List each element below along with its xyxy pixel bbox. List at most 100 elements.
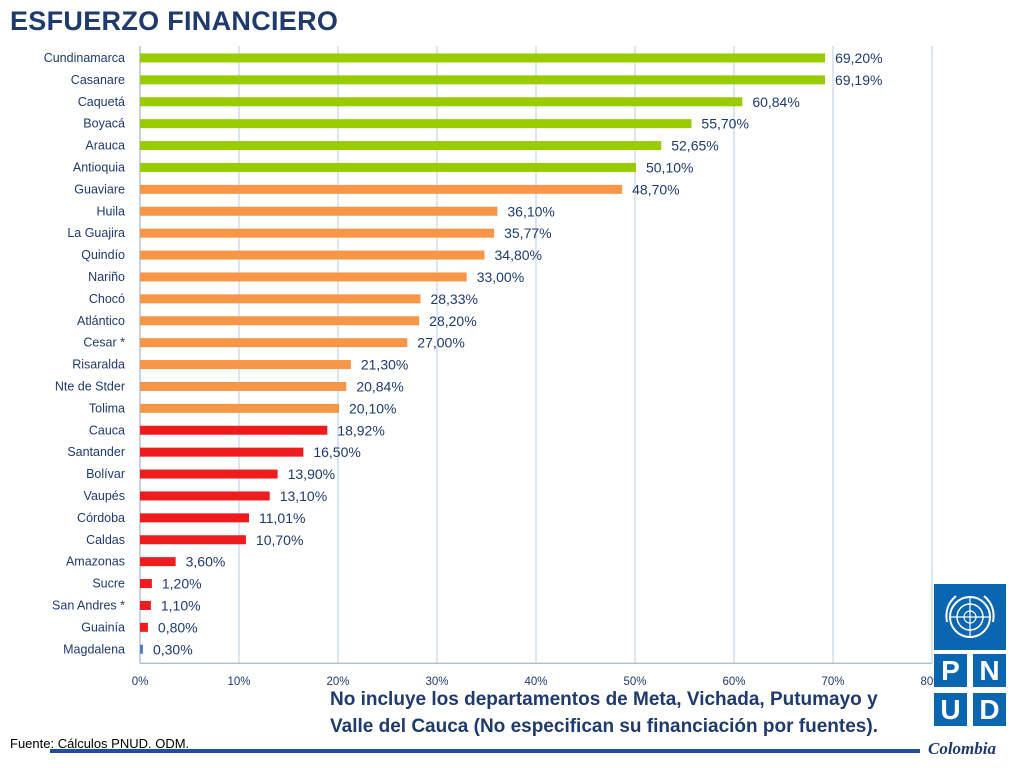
bar xyxy=(140,535,246,545)
category-label: Sucre xyxy=(92,577,125,591)
bar xyxy=(140,53,826,63)
category-label: Magdalena xyxy=(63,642,125,656)
category-label: Guainía xyxy=(81,620,125,634)
bar xyxy=(140,250,485,260)
data-label: 20,10% xyxy=(349,400,396,416)
bar xyxy=(140,75,825,85)
data-label: 35,77% xyxy=(504,225,551,241)
category-label: Caquetá xyxy=(78,95,125,109)
data-label: 36,10% xyxy=(507,203,554,219)
category-label: Risaralda xyxy=(72,358,125,372)
data-label: 10,70% xyxy=(256,532,303,548)
bar xyxy=(140,294,421,304)
x-tick-label: 60% xyxy=(722,676,745,688)
category-label: Arauca xyxy=(85,139,125,153)
bar xyxy=(140,579,152,589)
data-label: 0,80% xyxy=(158,619,198,635)
category-label: Cesar * xyxy=(83,336,125,350)
category-label: San Andres * xyxy=(52,598,125,612)
category-label: Vaupés xyxy=(84,489,125,503)
category-label: Nte de Stder xyxy=(55,379,125,393)
bar xyxy=(140,97,743,107)
category-label: Quindío xyxy=(81,248,125,262)
data-label: 1,10% xyxy=(161,597,201,613)
x-tick-label: 10% xyxy=(227,676,250,688)
data-label: 16,50% xyxy=(313,444,360,460)
data-label: 28,33% xyxy=(430,291,477,307)
bar xyxy=(140,557,176,567)
category-label: Guaviare xyxy=(74,182,125,196)
category-label: Córdoba xyxy=(77,511,125,525)
chart-title: ESFUERZO FINANCIERO xyxy=(10,6,339,36)
logo-letter-u: U xyxy=(934,693,967,726)
category-label: Atlántico xyxy=(77,314,125,328)
bar xyxy=(140,381,347,391)
note-text: No incluye los departamentos de Meta, Vi… xyxy=(330,689,878,737)
bar xyxy=(140,469,278,479)
pnud-logo: P N U D xyxy=(934,584,1006,729)
bar xyxy=(140,272,467,282)
data-label: 1,20% xyxy=(162,576,202,592)
category-label: Caldas xyxy=(86,533,125,547)
category-label: Huila xyxy=(97,204,126,218)
data-label: 28,20% xyxy=(429,313,476,329)
category-label: Casanare xyxy=(71,73,125,87)
logo-letter-d: D xyxy=(973,693,1006,726)
logo-letter-n: N xyxy=(973,654,1006,687)
data-label: 0,30% xyxy=(153,641,193,657)
bar xyxy=(140,338,408,348)
bar xyxy=(140,644,143,654)
data-label: 69,19% xyxy=(835,72,882,88)
data-label: 60,84% xyxy=(752,94,799,110)
data-label: 33,00% xyxy=(477,269,524,285)
data-label: 3,60% xyxy=(186,554,226,570)
logo-country: Colombia xyxy=(928,739,997,758)
bar xyxy=(140,622,148,632)
category-label: Nariño xyxy=(88,270,125,284)
data-label: 55,70% xyxy=(701,116,748,132)
x-tick-label: 50% xyxy=(623,676,646,688)
x-tick-label: 30% xyxy=(425,676,448,688)
data-label: 34,80% xyxy=(495,247,542,263)
category-label: Cauca xyxy=(89,423,125,437)
bar xyxy=(140,600,151,610)
un-emblem-icon xyxy=(934,584,1006,650)
x-tick-label: 0% xyxy=(132,676,149,688)
source-text: Fuente: Cálculos PNUD. ODM. xyxy=(10,736,190,751)
data-label: 48,70% xyxy=(632,181,679,197)
data-label: 52,65% xyxy=(671,138,718,154)
data-label: 11,01% xyxy=(259,510,305,526)
bar xyxy=(140,491,270,501)
bar xyxy=(140,141,662,151)
x-tick-label: 70% xyxy=(821,676,844,688)
bar xyxy=(140,447,304,457)
bar xyxy=(140,162,636,172)
data-label: 21,30% xyxy=(361,357,408,373)
x-tick-label: 20% xyxy=(326,676,349,688)
data-label: 69,20% xyxy=(835,50,882,66)
category-label: La Guajira xyxy=(67,226,125,240)
data-label: 13,10% xyxy=(280,488,327,504)
category-label: Bolívar xyxy=(86,467,125,481)
bottom-divider xyxy=(50,749,920,753)
data-label: 13,90% xyxy=(288,466,335,482)
data-label: 50,10% xyxy=(646,159,693,175)
category-label: Antioquia xyxy=(73,160,125,174)
category-label: Amazonas xyxy=(66,555,125,569)
bar xyxy=(140,403,339,413)
category-label: Tolima xyxy=(89,401,125,415)
bar xyxy=(140,425,328,435)
bar xyxy=(140,513,249,523)
bar xyxy=(140,360,351,370)
category-label: Santander xyxy=(67,445,125,459)
bar xyxy=(140,206,498,216)
bar xyxy=(140,184,623,194)
x-tick-label: 40% xyxy=(524,676,547,688)
category-label: Chocó xyxy=(89,292,125,306)
data-label: 18,92% xyxy=(337,422,384,438)
bar xyxy=(140,119,692,129)
bar xyxy=(140,228,495,238)
category-label: Cundinamarca xyxy=(44,51,125,65)
bar xyxy=(140,316,420,326)
